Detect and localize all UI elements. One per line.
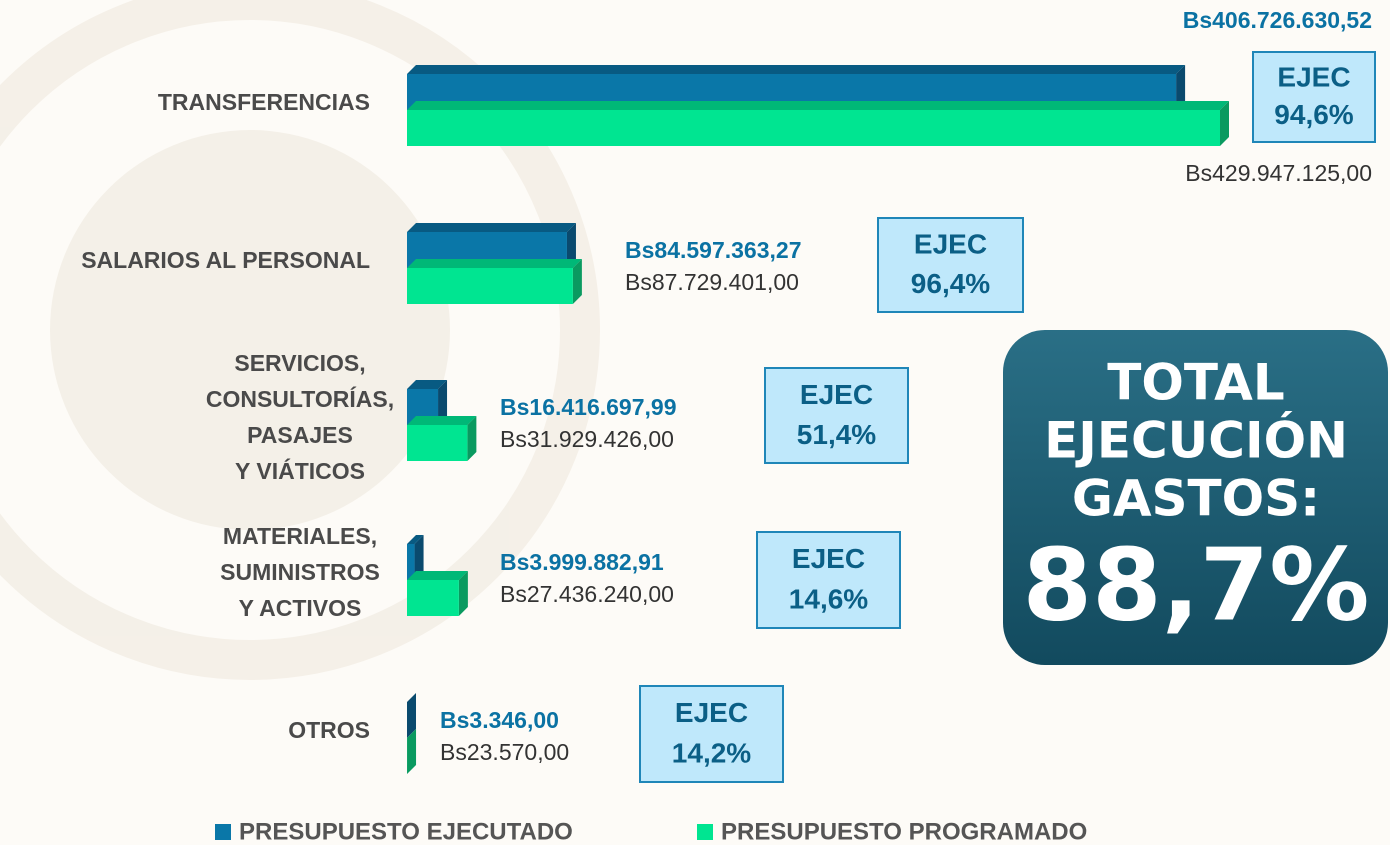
execution-box xyxy=(639,685,784,783)
value-label: Bs16.416.697,99 xyxy=(500,394,677,420)
bar-depth xyxy=(572,259,582,304)
category-label: SUMINISTROS xyxy=(220,559,380,585)
value-label: Bs84.597.363,27 xyxy=(625,237,802,263)
execution-value: 14,2% xyxy=(672,738,751,769)
category-label: Y VIÁTICOS xyxy=(235,457,365,484)
watermark xyxy=(0,0,600,680)
legend-swatch xyxy=(215,824,231,840)
value-label: Bs27.436.240,00 xyxy=(500,581,674,607)
bar-depth xyxy=(407,416,477,425)
execution-value: 96,4% xyxy=(911,268,990,299)
execution-value: 51,4% xyxy=(797,419,876,450)
total-title: GASTOS: xyxy=(1072,470,1320,528)
bar-depth xyxy=(438,380,448,425)
bar-depth xyxy=(407,729,417,774)
execution-title: EJEC xyxy=(800,379,873,410)
bar-depth xyxy=(407,729,417,738)
bar-depth xyxy=(407,535,424,544)
bar-depth xyxy=(414,535,424,580)
bar-depth xyxy=(1220,101,1229,146)
execution-box xyxy=(1252,51,1376,143)
execution-value: 94,6% xyxy=(1274,99,1353,130)
bar xyxy=(407,425,468,461)
bar-depth xyxy=(407,65,1186,74)
bar-depth xyxy=(566,223,576,268)
value-label: Bs406.726.630,52 xyxy=(1183,7,1372,33)
value-label: Bs3.999.882,91 xyxy=(500,549,664,575)
execution-value: 14,6% xyxy=(789,584,868,615)
category-label: Y ACTIVOS xyxy=(239,595,362,621)
bar-depth xyxy=(467,416,477,461)
bar xyxy=(407,580,459,616)
bar-depth xyxy=(407,223,576,232)
value-label: Bs31.929.426,00 xyxy=(500,426,674,452)
legend-label: PRESUPUESTO PROGRAMADO xyxy=(721,818,1087,845)
total-value: 88,7% xyxy=(1023,526,1370,643)
bar-depth xyxy=(407,571,468,580)
value-label: Bs23.570,00 xyxy=(440,739,569,765)
execution-box xyxy=(764,367,909,464)
bar-depth xyxy=(407,693,417,738)
value-label: Bs3.346,00 xyxy=(440,707,559,733)
execution-box xyxy=(877,217,1024,313)
execution-title: EJEC xyxy=(675,697,748,728)
bar xyxy=(407,268,573,304)
total-title: EJECUCIÓN xyxy=(1044,411,1348,470)
category-label: PASAJES xyxy=(247,422,353,448)
category-label: TRANSFERENCIAS xyxy=(158,89,370,115)
legend-swatch xyxy=(697,824,713,840)
bar-depth xyxy=(458,571,468,616)
execution-title: EJEC xyxy=(914,229,987,260)
legend-label: PRESUPUESTO EJECUTADO xyxy=(239,818,573,845)
value-label: Bs429.947.125,00 xyxy=(1185,160,1372,186)
category-label: OTROS xyxy=(288,717,370,743)
total-box xyxy=(1003,330,1388,665)
bar xyxy=(407,110,1220,146)
bar-depth xyxy=(407,380,448,389)
bar-depth xyxy=(407,101,1229,110)
category-label: SERVICIOS, xyxy=(234,350,365,376)
category-label: MATERIALES, xyxy=(223,523,377,549)
value-label: Bs87.729.401,00 xyxy=(625,269,799,295)
execution-box xyxy=(756,531,901,629)
category-label: CONSULTORÍAS, xyxy=(206,385,394,412)
bar-depth xyxy=(1176,65,1186,110)
execution-title: EJEC xyxy=(792,543,865,574)
category-label: SALARIOS AL PERSONAL xyxy=(81,247,370,273)
bar-depth xyxy=(407,259,582,268)
bar xyxy=(407,544,415,580)
execution-title: EJEC xyxy=(1277,61,1350,92)
bar-depth xyxy=(407,693,417,702)
total-title: TOTAL xyxy=(1107,354,1284,412)
